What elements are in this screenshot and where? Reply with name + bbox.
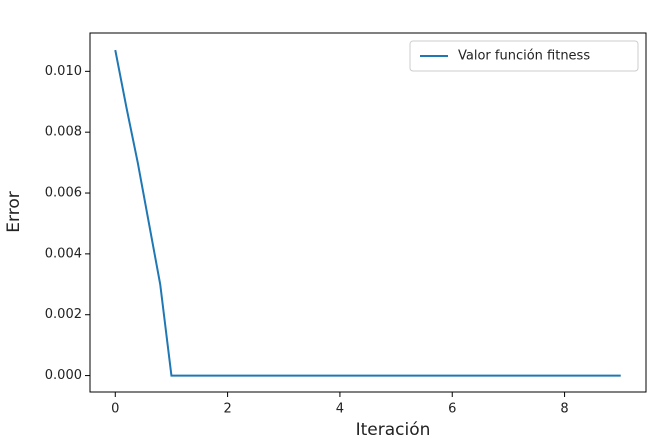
y-tick-label: 0.000 (45, 368, 82, 383)
legend-label: Valor función fitness (458, 49, 590, 64)
legend-box (409, 40, 639, 72)
x-tick-label: 0 (111, 402, 119, 417)
x-axis-label: Iteración (356, 420, 431, 440)
y-tick-label: 0.002 (45, 307, 82, 322)
y-tick-label: 0.010 (45, 64, 82, 79)
y-tick-label: 0.008 (45, 125, 82, 140)
x-tick-label: 4 (336, 402, 344, 417)
x-tick-label: 8 (560, 402, 568, 417)
y-tick-label: 0.004 (45, 246, 82, 261)
axes-frame (89, 32, 647, 393)
line-series (114, 49, 621, 377)
y-tick-label: 0.006 (45, 186, 82, 201)
x-tick-label: 2 (223, 402, 231, 417)
y-axis-label: Error (4, 191, 24, 232)
x-tick-label: 6 (448, 402, 456, 417)
